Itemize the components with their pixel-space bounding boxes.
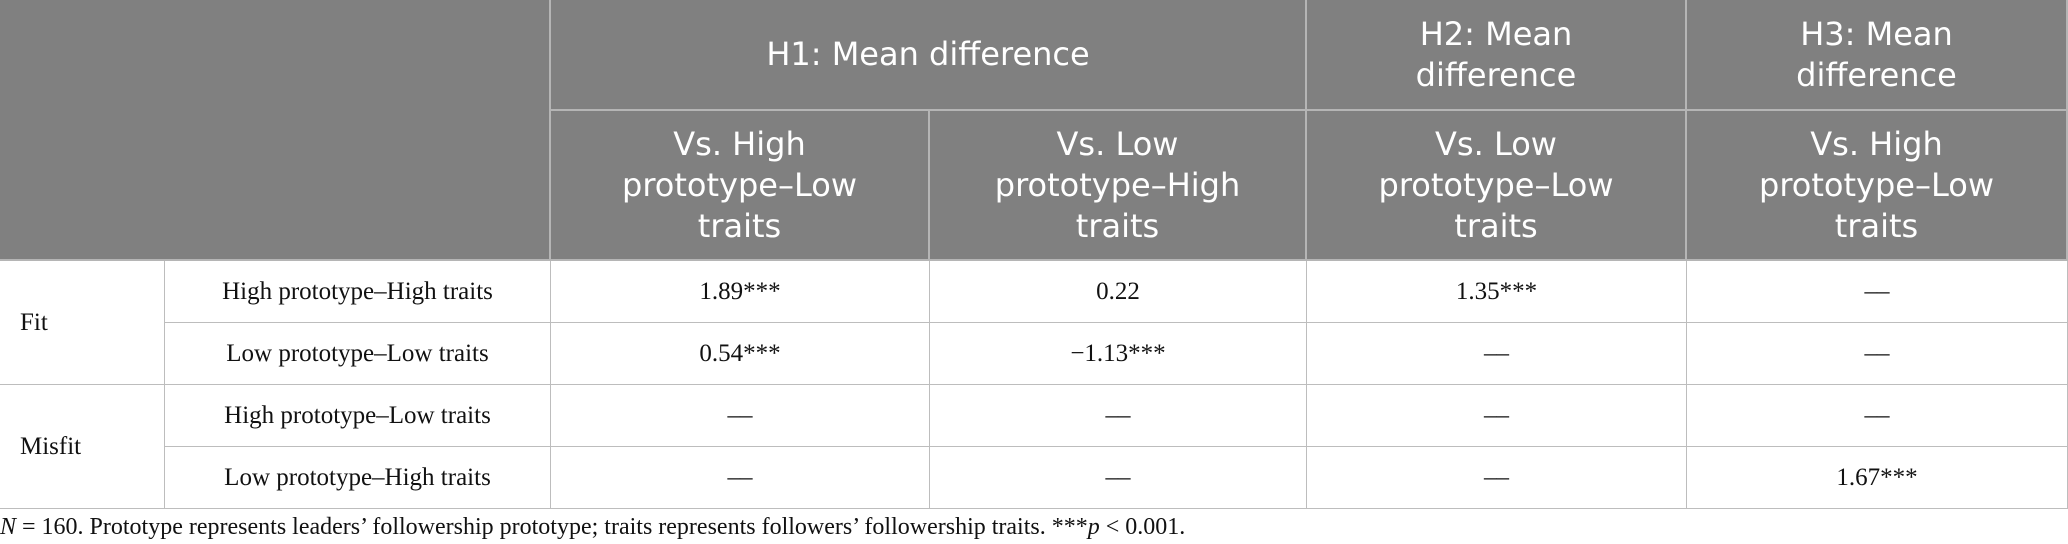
value-cell: –– (1307, 323, 1687, 385)
header-sub: Vs. Low prototype–High traits (930, 111, 1307, 261)
note-n: N (0, 514, 17, 540)
value-cell: –– (1687, 323, 2068, 385)
header-sub: Vs. Low prototype–Low traits (1307, 111, 1687, 261)
row-label: High prototype–Low traits (165, 385, 551, 447)
value-cell: –– (551, 385, 930, 447)
header-sub: Vs. High prototype–Low traits (551, 111, 930, 261)
note-text: < 0.001. (1099, 514, 1186, 540)
value-cell: –– (1687, 385, 2068, 447)
value-cell: 1.89*** (551, 261, 930, 323)
value-cell: –– (1307, 447, 1687, 509)
header-group: H2: Mean difference (1307, 0, 1687, 111)
group-label: Fit (0, 261, 165, 385)
row-label: Low prototype–High traits (165, 447, 551, 509)
value-cell: 0.54*** (551, 323, 930, 385)
table-note: N = 160. Prototype represents leaders’ f… (0, 514, 1185, 541)
group-label: Misfit (0, 385, 165, 509)
header-group: H1: Mean difference (551, 0, 1307, 111)
value-cell: –– (551, 447, 930, 509)
value-cell: –– (930, 385, 1307, 447)
value-cell: 0.22 (930, 261, 1307, 323)
note-text: = 160. Prototype represents leaders’ fol… (16, 514, 1088, 540)
note-p: p (1087, 514, 1100, 540)
value-cell: –– (930, 447, 1307, 509)
row-label: Low prototype–Low traits (165, 323, 551, 385)
header-corner (0, 0, 551, 261)
header-sub: Vs. High prototype–Low traits (1687, 111, 2068, 261)
value-cell: 1.67*** (1687, 447, 2068, 509)
header-group: H3: Mean difference (1687, 0, 2068, 111)
value-cell: −1.13*** (930, 323, 1307, 385)
value-cell: –– (1687, 261, 2068, 323)
value-cell: 1.35*** (1307, 261, 1687, 323)
value-cell: –– (1307, 385, 1687, 447)
row-label: High prototype–High traits (165, 261, 551, 323)
